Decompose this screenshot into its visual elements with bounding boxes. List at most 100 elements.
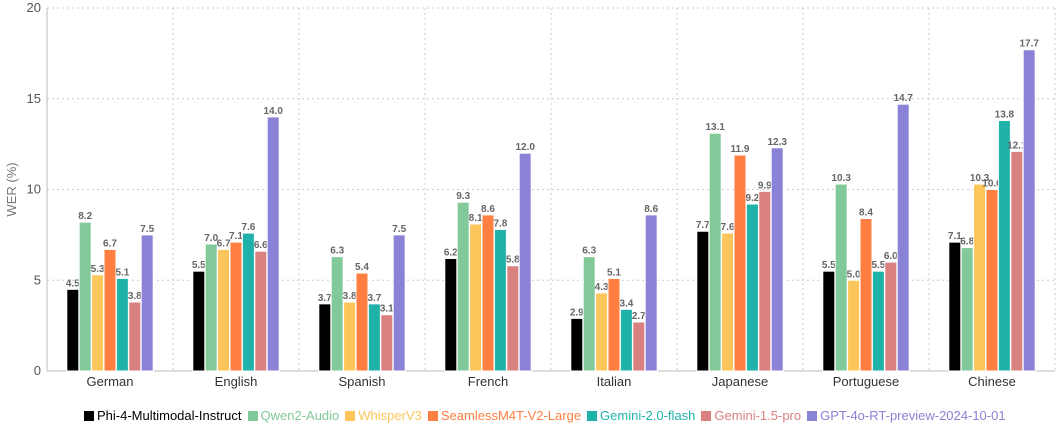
bar — [960, 247, 974, 372]
bar — [770, 147, 784, 372]
bar — [140, 234, 154, 372]
legend-item[interactable]: Qwen2-Audio — [247, 408, 340, 423]
data-label: 13.1 — [705, 122, 725, 133]
legend-item[interactable]: WhisperV3 — [345, 408, 422, 423]
data-label: 8.6 — [481, 204, 495, 215]
legend-item[interactable]: GPT-4o-RT-preview-2024-10-01 — [807, 408, 1006, 423]
bar — [444, 257, 458, 372]
legend-label: WhisperV3 — [358, 408, 422, 423]
bar — [859, 218, 873, 372]
bar — [392, 234, 406, 372]
legend-item[interactable]: Gemini-2.0-flash — [587, 408, 695, 423]
data-label: 12.3 — [767, 137, 787, 148]
bar — [481, 214, 495, 372]
bar — [834, 183, 848, 372]
bar — [822, 270, 836, 372]
data-label: 3.7 — [367, 293, 381, 304]
bar — [493, 228, 507, 372]
data-label: 3.8 — [343, 291, 357, 302]
data-label: 6.0 — [884, 251, 898, 262]
data-label: 13.8 — [995, 110, 1015, 121]
bar — [78, 221, 92, 372]
bar — [708, 132, 722, 372]
bar — [204, 243, 218, 372]
data-label: 8.2 — [78, 211, 92, 222]
data-label: 5.5 — [871, 260, 885, 271]
bar — [607, 277, 621, 372]
bar — [1010, 150, 1024, 372]
data-label: 5.1 — [115, 267, 129, 278]
data-label: 10.3 — [831, 173, 851, 184]
data-label: 3.7 — [318, 293, 332, 304]
bar — [456, 201, 470, 372]
data-label: 7.1 — [948, 231, 962, 242]
bar — [128, 301, 142, 372]
bar — [192, 270, 206, 372]
bar — [103, 248, 117, 372]
y-tick-label: 0 — [34, 363, 41, 378]
bar — [217, 248, 231, 372]
legend-item[interactable]: Gemini-1.5-pro — [701, 408, 801, 423]
data-label: 9.9 — [758, 180, 772, 191]
legend-swatch — [701, 410, 712, 421]
bar — [733, 154, 747, 372]
bar — [721, 232, 735, 372]
x-tick-label: German — [87, 374, 134, 389]
data-label: 5.5 — [192, 260, 206, 271]
legend-item[interactable]: Phi-4-Multimodal-Instruct — [84, 408, 242, 423]
legend-item[interactable]: SeamlessM4T-V2-Large — [427, 408, 581, 423]
bar — [115, 277, 129, 372]
bar — [355, 272, 369, 372]
x-tick-label: Spanish — [339, 374, 386, 389]
data-label: 5.5 — [822, 260, 836, 271]
bar — [318, 303, 332, 372]
data-label: 11.9 — [731, 144, 750, 155]
bar — [343, 301, 357, 372]
legend-label: Qwen2-Audio — [260, 408, 340, 423]
data-label: 2.9 — [570, 307, 584, 318]
bar — [66, 288, 80, 372]
bar — [506, 265, 520, 372]
data-label: 2.7 — [632, 311, 646, 322]
bar — [367, 303, 381, 372]
bar — [997, 120, 1011, 372]
bar — [745, 203, 759, 372]
bar — [229, 241, 243, 372]
data-label: 5.1 — [607, 267, 621, 278]
x-tick-label: Portuguese — [833, 374, 900, 389]
bar — [847, 279, 861, 372]
bar — [570, 317, 584, 372]
data-label: 6.8 — [960, 237, 974, 248]
y-axis-label: WER (%) — [4, 162, 19, 216]
data-label: 7.6 — [241, 222, 255, 233]
x-tick-label: English — [215, 374, 258, 389]
data-label: 8.4 — [859, 208, 873, 219]
data-label: 10.3 — [970, 173, 990, 184]
data-label: 14.7 — [893, 93, 913, 104]
bar — [619, 308, 633, 372]
x-tick-label: Italian — [597, 374, 632, 389]
x-tick-label: French — [468, 374, 508, 389]
bar — [518, 152, 532, 372]
data-label: 12.0 — [515, 142, 535, 153]
data-label: 7.8 — [493, 218, 507, 229]
bar — [469, 223, 483, 372]
data-label: 7.0 — [204, 233, 218, 244]
data-label: 7.5 — [140, 224, 154, 235]
data-label: 8.6 — [644, 204, 658, 215]
legend-swatch — [427, 410, 438, 421]
bar — [241, 232, 255, 372]
data-label: 4.3 — [595, 282, 609, 293]
legend-label: Gemini-1.5-pro — [714, 408, 802, 423]
data-label: 14.0 — [263, 106, 283, 117]
data-label: 7.1 — [229, 231, 243, 242]
data-label: 17.7 — [1019, 39, 1039, 50]
y-tick-label: 15 — [27, 91, 41, 106]
x-tick-label: Japanese — [712, 374, 768, 389]
bar — [696, 230, 710, 372]
bar — [595, 292, 609, 372]
legend-label: Gemini-2.0-flash — [600, 408, 696, 423]
data-label: 6.3 — [330, 246, 344, 257]
